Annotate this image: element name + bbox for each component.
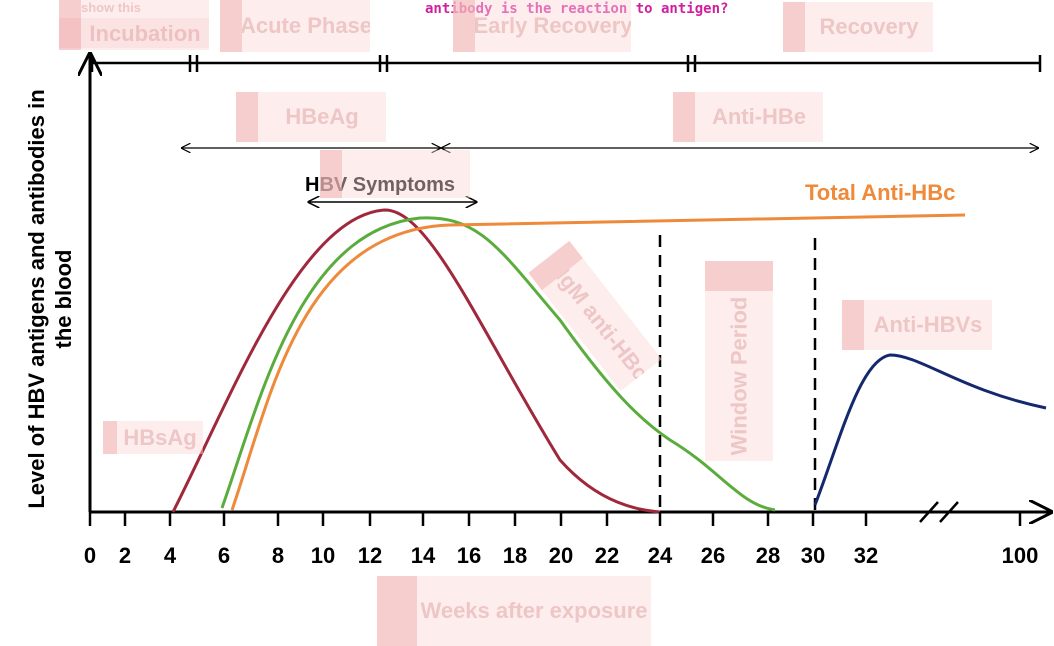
label: Total Anti-HBc [805,180,956,205]
window-label: Window Period [726,296,751,456]
x-tick-label: 28 [755,543,781,568]
phase: Recovery [783,2,933,52]
label-cover [320,150,470,198]
label: Anti-HBe [673,92,823,142]
label: Window Period [705,261,773,461]
x-tick-label: 10 [310,543,336,568]
phase: Acute Phase [220,0,370,52]
x-tick-label: 24 [647,543,673,568]
x-tick-label: 32 [853,543,879,568]
x-tick-label: 14 [410,543,436,568]
label: Anti-HBVs [842,300,992,350]
x-tick-label: 6 [217,543,231,568]
phase: Incubation [59,18,209,50]
label: HBV Symptoms [305,174,456,196]
x-tick-label: 30 [800,543,826,568]
curves [171,208,1047,514]
y-label: Level of HBV antigens and antibodies in … [24,89,76,509]
x-tick-label: 22 [594,543,620,568]
x-tick-label: 8 [271,543,285,568]
x-tick-label: 100 [1001,543,1039,568]
label: HBsAg [103,421,203,454]
x-tick-label: 26 [700,543,726,568]
label: HBeAg [236,92,386,142]
question: antibody is the reaction to antigen? [425,1,729,17]
x-tick-label: 4 [163,543,177,568]
x-tick-label: 12 [357,543,383,568]
x-tick-label: 16 [456,543,482,568]
axes [90,55,1050,522]
x-tick-label: 18 [502,543,528,568]
note: show this [59,0,209,48]
x-tick-label: 20 [548,543,574,568]
phase: Early Recovery [453,0,631,52]
x-tick-label: 0 [83,543,97,568]
x-tick-label: 2 [118,543,132,568]
x-label: Weeks after exposure [377,576,651,646]
